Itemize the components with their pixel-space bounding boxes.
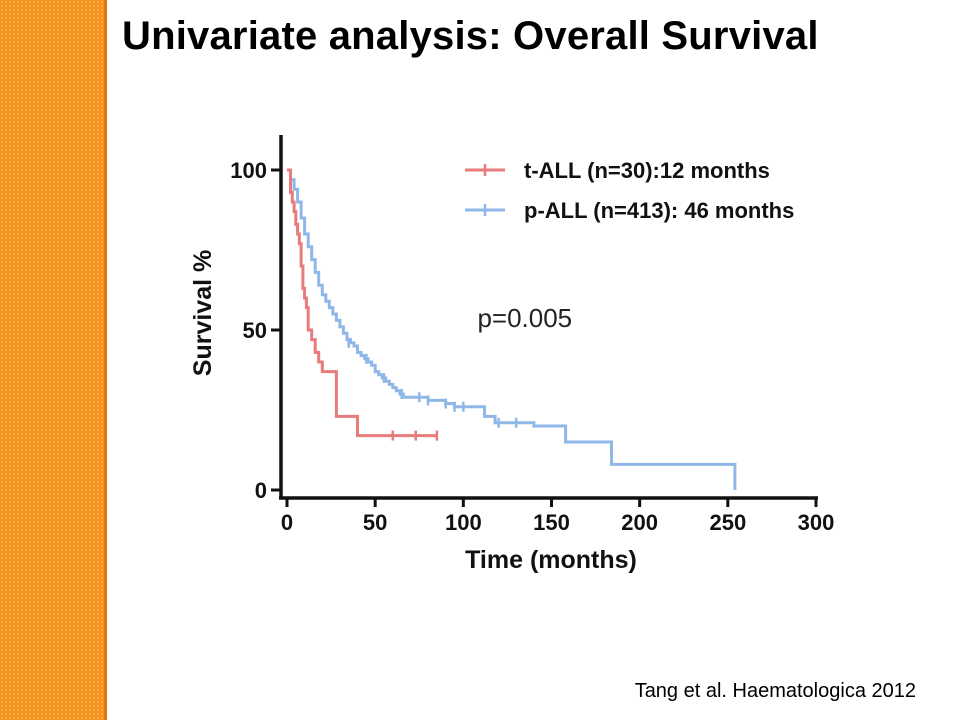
x-tick-label: 250	[709, 510, 746, 535]
side-bar-edge	[104, 0, 107, 720]
x-tick-label: 300	[798, 510, 835, 535]
legend-label: t-ALL (n=30):12 months	[524, 158, 770, 183]
y-tick-label: 0	[255, 478, 267, 503]
x-axis-label: Time (months)	[465, 546, 637, 574]
y-tick-label: 50	[243, 318, 267, 343]
y-tick-label: 100	[230, 158, 267, 183]
x-tick-label: 200	[621, 510, 658, 535]
survival-curve	[287, 168, 437, 438]
orange-side-bar	[0, 0, 107, 720]
x-tick-label: 150	[533, 510, 570, 535]
y-axis-label: Survival %	[189, 250, 217, 376]
x-tick-label: 0	[281, 510, 293, 535]
citation: Tang et al. Haematologica 2012	[634, 680, 916, 702]
slide-title: Univariate analysis: Overall Survival	[122, 14, 819, 58]
x-tick-label: 100	[445, 510, 482, 535]
x-tick-label: 50	[363, 510, 387, 535]
p-value-annotation: p=0.005	[477, 303, 572, 333]
survival-curve	[287, 168, 737, 490]
legend-label: p-ALL (n=413): 46 months	[524, 198, 794, 223]
